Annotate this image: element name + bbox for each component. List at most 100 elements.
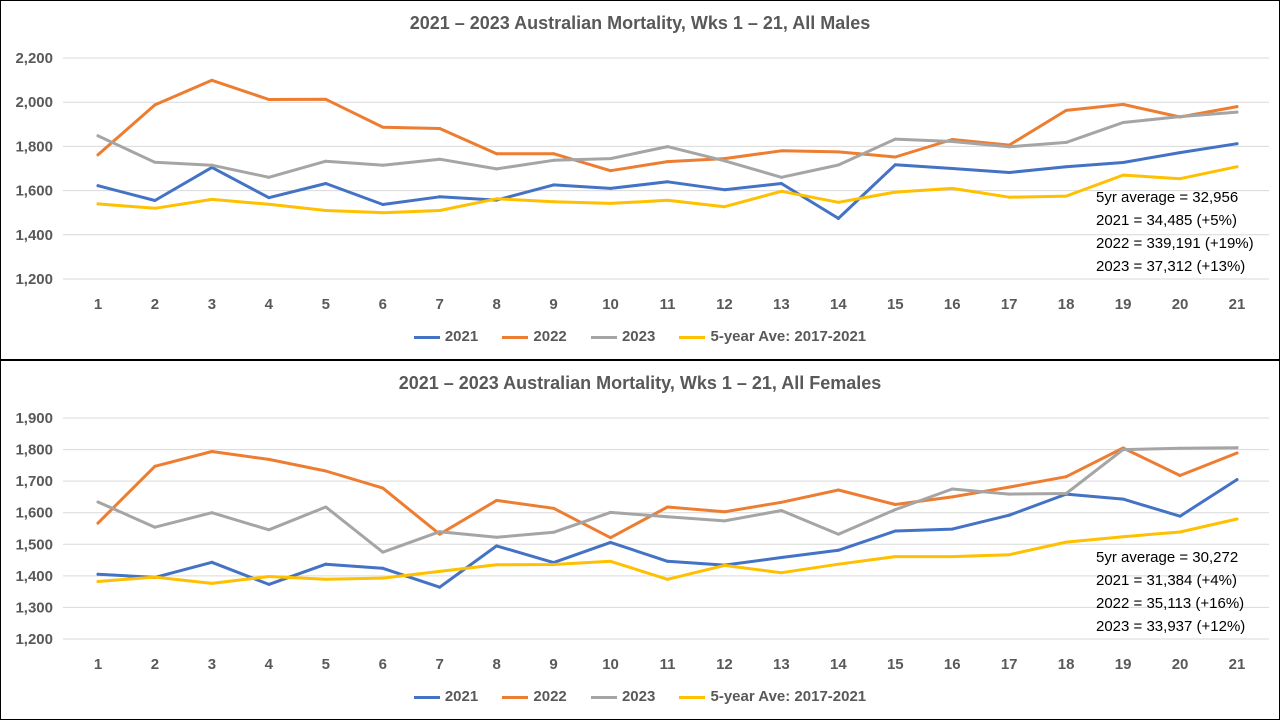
data-point (153, 103, 157, 107)
data-point (495, 152, 499, 156)
x-tick-label: 6 (379, 656, 387, 673)
y-tick-label: 1,500 (15, 536, 53, 553)
legend-label: 2023 (621, 328, 656, 345)
data-point (381, 203, 385, 207)
data-point (552, 158, 556, 162)
data-point (153, 199, 157, 203)
data-point (1064, 491, 1068, 495)
series-line-2021 (96, 478, 1239, 589)
data-point (438, 195, 442, 199)
data-point (1064, 108, 1068, 112)
data-point (1007, 485, 1011, 489)
data-point (210, 197, 214, 201)
data-point (1121, 448, 1125, 452)
chart-legend: 2021 2022 2023 5-year Ave: 2017-2021 (1, 688, 1279, 705)
x-tick-label: 13 (773, 296, 790, 313)
y-tick-label: 1,800 (15, 138, 53, 155)
series-2022 (96, 78, 1239, 173)
data-point (666, 180, 669, 184)
x-tick-label: 10 (602, 656, 619, 673)
x-tick-label: 4 (265, 296, 274, 313)
data-point (1064, 540, 1068, 544)
x-tick-label: 15 (887, 296, 904, 313)
data-point (666, 198, 669, 202)
data-point (96, 521, 100, 525)
data-point (1064, 140, 1068, 144)
data-point (1121, 173, 1125, 177)
x-axis: 1 2 3 4 5 6 7 8 9 10 11 12 13 14 15 16 17 18 19 20 21 (94, 296, 1246, 313)
data-point (96, 153, 100, 157)
x-tick-label: 14 (830, 656, 847, 673)
data-point (324, 505, 328, 509)
x-tick-label: 2 (151, 656, 159, 673)
data-point (267, 98, 271, 102)
data-point (893, 190, 897, 194)
legend-item-2022: 2022 (502, 328, 567, 345)
data-point (1235, 446, 1239, 450)
x-tick-label: 13 (773, 656, 790, 673)
data-point (153, 525, 157, 529)
data-point (1178, 473, 1182, 477)
y-tick-label: 1,400 (15, 568, 53, 585)
female-plot-area: 1,200 1,300 1,400 1,500 1,600 1,700 1,800 1,900… (15, 410, 1269, 673)
y-tick-label: 1,700 (15, 473, 53, 490)
x-tick-label: 7 (436, 296, 444, 313)
x-tick-label: 11 (660, 656, 676, 673)
data-point (666, 559, 669, 563)
legend-item-5-year-ave: 5-year Ave: 2017-2021 (679, 688, 866, 705)
data-point (779, 556, 783, 560)
data-point (1064, 194, 1068, 198)
x-axis: 1 2 3 4 5 6 7 8 9 10 11 12 13 14 15 16 17 18 19 20 21 (94, 656, 1246, 673)
data-point (950, 495, 954, 499)
chart-title: 2021 – 2023 Australian Mortality, Wks 1 … (398, 373, 882, 393)
data-point (381, 566, 385, 570)
data-point (893, 503, 897, 507)
legend-swatch (413, 695, 440, 699)
chart-legend: 2021 2022 2023 5-year Ave: 2017-2021 (1, 328, 1279, 345)
data-point (267, 457, 271, 461)
data-point (1007, 145, 1011, 149)
data-point (381, 486, 385, 490)
data-point (836, 562, 840, 566)
data-point (609, 559, 613, 563)
x-tick-label: 7 (436, 656, 444, 673)
legend-item-5-year-ave: 5-year Ave: 2017-2021 (679, 328, 866, 345)
x-tick-label: 16 (944, 296, 961, 313)
chart-title: 2021 – 2023 Australian Mortality, Wks 1 … (409, 13, 871, 33)
y-axis: 1,200 1,400 1,600 1,800 2,000 2,200 (15, 50, 53, 288)
x-tick-label: 5 (322, 656, 330, 673)
data-point (495, 197, 499, 201)
data-point (609, 186, 613, 190)
data-point (893, 529, 897, 533)
data-point (893, 137, 897, 141)
legend-swatch (502, 335, 529, 339)
data-point (381, 125, 385, 129)
x-tick-label: 21 (1229, 656, 1246, 673)
data-point (779, 189, 783, 193)
data-point (210, 581, 214, 585)
data-point (324, 577, 328, 581)
data-point (1235, 517, 1239, 521)
data-point (495, 498, 499, 502)
x-tick-label: 4 (265, 656, 274, 673)
y-tick-label: 2,000 (15, 94, 53, 111)
data-point (324, 562, 328, 566)
series-2023 (96, 446, 1239, 554)
y-tick-label: 1,600 (15, 183, 53, 200)
data-point (893, 163, 897, 167)
data-point (836, 150, 840, 154)
data-point (96, 572, 100, 576)
male-mortality-chart: 2021 – 2023 Australian Mortality, Wks 1 … (0, 0, 1280, 360)
annotation-5yr-average: 5yr average = 32,956 (1096, 189, 1239, 206)
data-point (1178, 177, 1182, 181)
data-point (1121, 497, 1125, 501)
data-point (1235, 478, 1239, 482)
data-point (1007, 170, 1011, 174)
legend-item-2023: 2023 (590, 688, 655, 705)
data-point (950, 167, 954, 170)
data-point (1007, 513, 1011, 517)
data-point (893, 508, 897, 512)
x-tick-label: 18 (1058, 296, 1075, 313)
x-tick-label: 17 (1001, 296, 1018, 313)
totals-annotation: 5yr average = 32,956 2021 = 34,485 (+5%)… (1096, 186, 1254, 278)
